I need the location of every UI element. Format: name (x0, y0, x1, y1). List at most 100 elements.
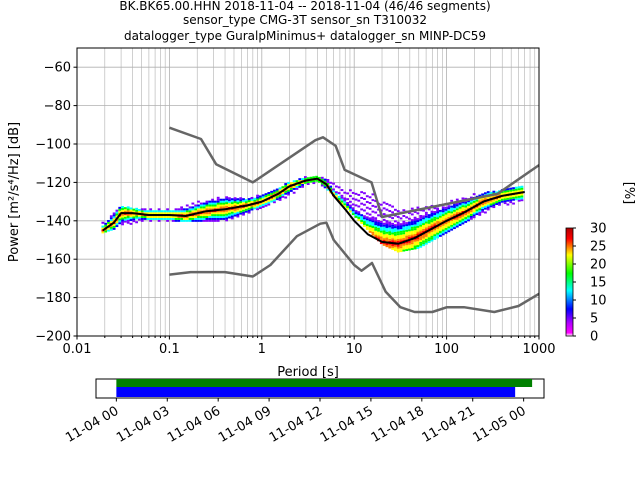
pdf-cell (233, 208, 237, 211)
pdf-cell (424, 227, 428, 230)
pdf-cell (320, 182, 324, 185)
pdf-cell (447, 230, 451, 233)
x-axis: 0.01 0.1 1 10 100 1000 (63, 336, 556, 357)
pdf-cell (447, 226, 451, 229)
pdf-cell (250, 208, 254, 211)
pdf-cell (197, 208, 200, 211)
pdf-cell (185, 210, 189, 213)
pdf-cell (413, 220, 417, 223)
pdf-cell (289, 186, 293, 189)
pdf-cell (197, 219, 200, 222)
pdf-cell (360, 219, 364, 222)
pdf-cell (399, 232, 403, 235)
pdf-cell (230, 215, 234, 218)
pdf-cell (357, 216, 361, 219)
pdf-cell (168, 216, 172, 218)
pdf-cell (236, 202, 240, 205)
pdf-cell (447, 216, 451, 219)
pdf-cell (422, 223, 425, 226)
pdf-cell (402, 228, 406, 231)
pdf-cell (309, 176, 313, 179)
pdf-cell (441, 233, 445, 236)
pdf-cell (450, 224, 454, 227)
pdf-cell (118, 216, 122, 219)
pdf-cell (323, 186, 327, 189)
pdf-cell (385, 225, 389, 228)
pdf-cell (441, 208, 445, 211)
pdf-cell (410, 232, 414, 235)
pdf-cell (351, 203, 355, 206)
pdf-cell (320, 176, 324, 179)
pdf-cell (405, 229, 409, 232)
pdf-cell (298, 178, 302, 181)
pdf-cell (146, 212, 150, 215)
pdf-cell (377, 231, 380, 234)
pdf-cell (357, 193, 361, 196)
pdf-cell (261, 194, 265, 197)
pdf-cell (377, 220, 380, 223)
pdf-cell (194, 206, 198, 209)
pdf-cell (163, 217, 167, 220)
pdf-cell (219, 216, 223, 218)
pdf-cell (393, 228, 397, 231)
pdf-cell (402, 224, 406, 227)
pdf-cell (278, 189, 282, 192)
pdf-cell (270, 194, 274, 197)
pdf-cell (129, 215, 133, 218)
pdf-cell (374, 211, 378, 214)
pdf-cell (351, 191, 355, 194)
pdf-cell (430, 233, 434, 236)
pdf-cell (458, 222, 462, 225)
pdf-cell (256, 194, 259, 197)
pdf-cell (439, 213, 442, 216)
pdf-cell (379, 236, 383, 239)
pdf-cell (444, 231, 448, 234)
pdf-cell (233, 212, 237, 215)
pdf-cell (433, 228, 437, 231)
pdf-cell (467, 219, 470, 222)
pdf-cell (382, 243, 386, 246)
pdf-cell (171, 219, 175, 222)
pdf-cell (520, 185, 524, 188)
pdf-cell (439, 219, 442, 222)
pdf-cell (211, 206, 214, 209)
pdf-cell (360, 191, 364, 194)
pdf-cell (444, 225, 448, 228)
pdf-cell (433, 220, 437, 223)
pdf-cell (464, 209, 468, 212)
pdf-cell (135, 207, 139, 210)
pdf-cell (419, 226, 423, 229)
pdf-cell (408, 242, 411, 245)
pdf-cell (256, 208, 259, 211)
pdf-cell (402, 226, 406, 229)
pdf-cell (393, 247, 397, 250)
pdf-cell (360, 214, 364, 217)
pdf-cell (436, 207, 439, 210)
pdf-cell (351, 197, 355, 200)
pdf-cell (115, 219, 119, 222)
pdf-cell (391, 228, 394, 231)
pdf-cell (337, 197, 341, 200)
pdf-cell (126, 206, 130, 209)
pdf-cell (514, 198, 518, 201)
pdf-cell (444, 212, 448, 215)
pdf-cell (202, 206, 206, 209)
pdf-cell (410, 246, 414, 249)
pdf-cell (377, 214, 380, 217)
pdf-cell (101, 231, 105, 234)
pdf-cell (447, 222, 451, 225)
pdf-cell (273, 191, 276, 194)
pdf-cell (495, 201, 499, 204)
pdf-cell (315, 175, 319, 178)
pdf-cell (413, 216, 417, 219)
pdf-cell (419, 222, 423, 225)
pdf-cell (455, 198, 459, 201)
pdf-cell (472, 212, 476, 215)
pdf-cell (520, 195, 524, 198)
pdf-cell (410, 236, 414, 239)
pdf-cell (264, 204, 268, 207)
pdf-cell (408, 235, 411, 238)
pdf-cell (247, 201, 251, 204)
pdf-cell (348, 189, 352, 192)
pdf-cell (256, 196, 259, 199)
